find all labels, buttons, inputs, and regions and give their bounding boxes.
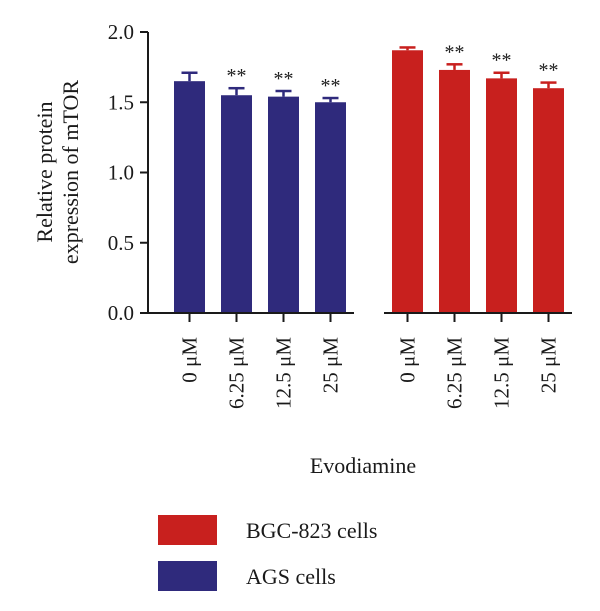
x-tick-label: 6.25 μM: [225, 337, 249, 409]
bar: [268, 96, 299, 313]
y-tick-label: 2.0: [108, 20, 134, 44]
legend-swatch: [158, 515, 217, 545]
x-axis: 0 μM 6.25 μM 12.5 μM 25 μM 0 μM 6.25 μM 12.5 μ…: [148, 312, 572, 409]
bar: [174, 81, 205, 313]
bars-layer: ** ** ** ** ** **: [174, 41, 564, 314]
bar: [533, 88, 564, 313]
legend-swatch: [158, 561, 217, 591]
bar: [315, 102, 346, 313]
significance-label: **: [445, 41, 465, 63]
x-tick-label: 12.5 μM: [272, 337, 296, 409]
significance-label: **: [274, 68, 294, 90]
y-tick-label: 1.5: [108, 90, 134, 114]
x-tick-label: 25 μM: [537, 337, 561, 394]
y-axis: 0.0 0.5 1.0 1.5 2.0: [108, 20, 149, 325]
y-tick-label: 0.5: [108, 231, 134, 255]
y-tick-label: 1.0: [108, 161, 134, 185]
significance-label: **: [227, 65, 247, 87]
x-tick-label: 0 μM: [396, 337, 420, 383]
significance-label: **: [321, 75, 341, 97]
x-axis-title: Evodiamine: [310, 453, 416, 478]
significance-label: **: [492, 50, 512, 72]
y-axis-title: Relative protein expression of mTOR: [32, 80, 83, 264]
y-axis-title-line-1: Relative protein: [32, 101, 57, 242]
y-tick-label: 0.0: [108, 301, 134, 325]
y-axis-title-line-2: expression of mTOR: [58, 80, 83, 264]
x-tick-label: 25 μM: [319, 337, 343, 394]
x-tick-label: 12.5 μM: [490, 337, 514, 409]
legend: BGC-823 cells AGS cells: [158, 515, 377, 591]
bar: [221, 95, 252, 313]
bar: [439, 69, 470, 313]
bar: [392, 50, 423, 313]
x-tick-label: 0 μM: [178, 337, 202, 383]
legend-label: BGC-823 cells: [246, 518, 377, 543]
legend-label: AGS cells: [246, 564, 336, 589]
significance-label: **: [539, 60, 559, 82]
bar: [486, 78, 517, 314]
x-tick-label: 6.25 μM: [443, 337, 467, 409]
